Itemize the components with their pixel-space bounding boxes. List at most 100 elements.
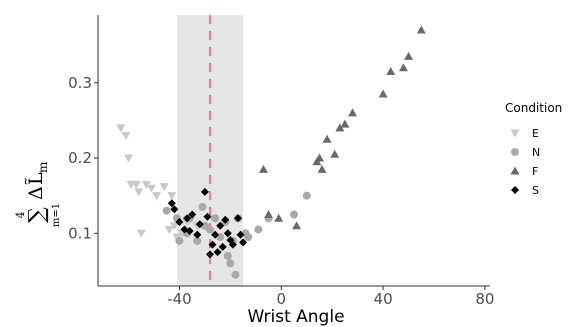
data-point [206, 250, 214, 259]
data-point [131, 180, 141, 189]
y-axis-title-sum-symbol: ∑ [25, 207, 50, 223]
data-point [152, 192, 162, 201]
data-point [183, 214, 192, 223]
data-point [211, 214, 220, 223]
data-point [216, 221, 225, 230]
data-point [172, 233, 182, 242]
series-F [258, 25, 426, 230]
data-point [164, 226, 174, 235]
data-point [136, 229, 146, 238]
data-point [314, 153, 324, 162]
data-point [398, 63, 408, 72]
legend-item-S: S [511, 184, 539, 197]
data-point [169, 222, 179, 231]
legend-marker [510, 166, 520, 175]
data-point [124, 154, 134, 163]
data-point [317, 164, 327, 173]
data-point [239, 238, 248, 247]
legend-title: Condition [505, 101, 562, 115]
data-point [231, 270, 240, 279]
data-point [221, 215, 230, 224]
data-point [348, 108, 358, 117]
x-axis-title: Wrist Angle [247, 307, 344, 327]
y-axis-title-subscript: m [36, 161, 50, 173]
y-axis-title-sum-lower: m=1 [51, 203, 62, 227]
data-point [134, 188, 144, 197]
data-point [234, 214, 242, 223]
data-point [218, 242, 227, 251]
legend-item-F: F [510, 165, 538, 178]
data-point [274, 213, 284, 222]
data-point [175, 236, 184, 245]
data-point [228, 240, 237, 249]
series-S [167, 187, 248, 259]
data-point [404, 51, 414, 60]
data-point [175, 218, 184, 227]
data-point [290, 210, 298, 219]
data-point [292, 221, 302, 230]
data-point [244, 233, 253, 242]
data-point [195, 220, 204, 229]
data-point [330, 149, 340, 158]
data-point [335, 123, 345, 132]
x-tick-label: 40 [374, 290, 393, 308]
data-point [378, 89, 388, 98]
legend-label: N [532, 146, 540, 159]
series-E [116, 124, 202, 242]
y-tick-label: 0.2 [68, 149, 92, 167]
data-point [167, 199, 176, 208]
data-point [170, 205, 179, 214]
data-point [302, 191, 311, 200]
data-point [141, 180, 151, 189]
tick-labels: -40 0 40 80 0.1 0.2 0.3 [68, 74, 494, 308]
data-point [226, 259, 235, 268]
x-tick-label: 80 [475, 290, 494, 308]
axes [97, 15, 490, 287]
legend-label: S [532, 184, 539, 197]
data-point [223, 251, 232, 260]
x-tick-label: -40 [167, 290, 192, 308]
data-point [162, 206, 171, 215]
legend-item-N: N [511, 146, 540, 159]
data-point [254, 225, 263, 234]
y-axis-title-base: L̃ [25, 172, 47, 185]
legend-label: F [532, 165, 538, 178]
data-point [416, 25, 426, 34]
data-point [213, 248, 222, 257]
data-point [159, 183, 169, 192]
data-point [203, 212, 212, 221]
y-axis-title-delta: Δ [25, 186, 47, 200]
data-point [146, 184, 156, 193]
data-point [198, 202, 207, 211]
data-point [258, 164, 268, 173]
data-point [188, 210, 197, 219]
legend-item-E: E [510, 127, 539, 140]
legend-marker [511, 148, 519, 156]
data-point [236, 230, 245, 239]
data-point [264, 209, 274, 218]
y-axis-title: 4 ∑ m=1 Δ L̃ m [14, 161, 62, 227]
data-point [386, 66, 396, 75]
legend-label: E [532, 127, 539, 140]
data-point [208, 240, 217, 249]
data-point [206, 225, 214, 234]
data-point [193, 236, 202, 245]
legend-marker [510, 129, 520, 138]
y-tick-label: 0.3 [68, 74, 92, 92]
data-point [185, 227, 194, 236]
data-point [322, 134, 332, 143]
legend-marker [511, 186, 519, 194]
data-point [116, 124, 126, 133]
data-point [121, 131, 131, 140]
data-point [200, 187, 209, 196]
y-axis-title-sum-upper: 4 [14, 212, 27, 219]
data-point [167, 192, 177, 201]
y-tick-label: 0.1 [68, 224, 92, 242]
data-point [223, 229, 232, 238]
data-point [193, 230, 202, 239]
data-point [211, 230, 220, 239]
data-point [340, 119, 350, 128]
plot-area [116, 15, 426, 286]
